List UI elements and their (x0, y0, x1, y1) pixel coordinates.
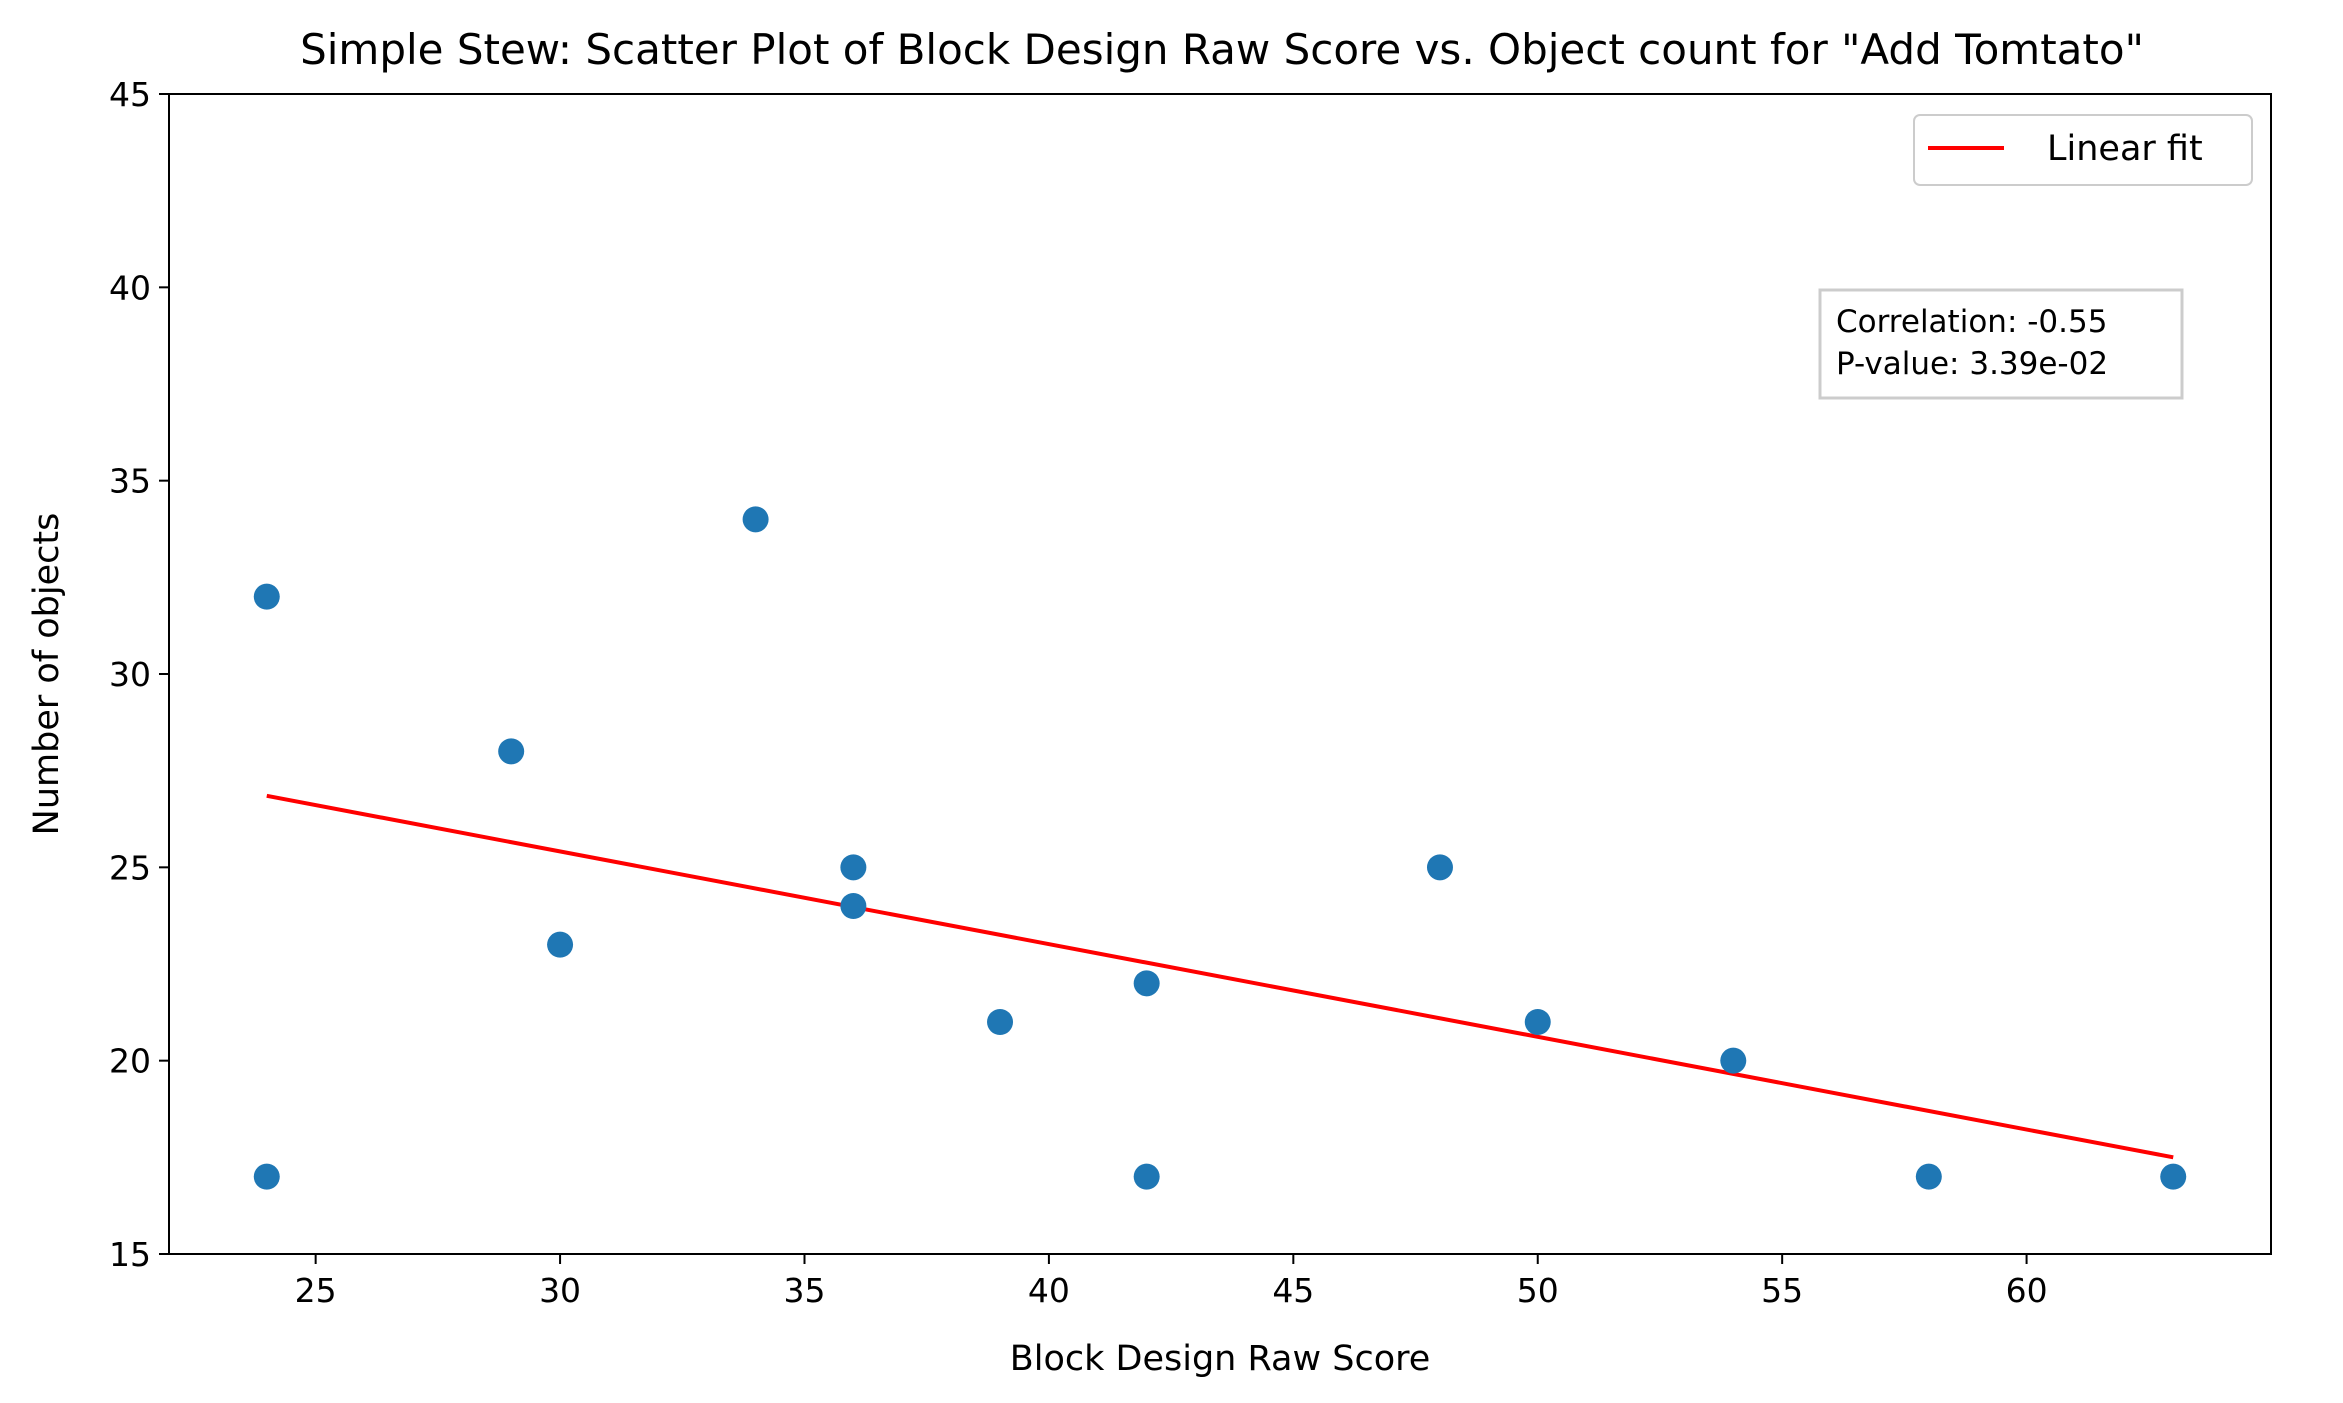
points-layer (253, 506, 2187, 1190)
chart-title: Simple Stew: Scatter Plot of Block Desig… (300, 25, 2144, 74)
x-axis-ticks: 25 30 35 40 45 50 55 60 (295, 1254, 2048, 1310)
y-tick-label-40: 40 (109, 268, 151, 307)
data-point-1 (253, 1163, 280, 1190)
data-point-10 (1426, 854, 1453, 881)
y-tick-label-20: 20 (109, 1042, 151, 1081)
data-point-4 (742, 506, 769, 533)
stats-correlation: Correlation: -0.55 (1836, 304, 2107, 340)
x-axis-label: Block Design Raw Score (1010, 1339, 1431, 1379)
x-tick-label-45: 45 (1272, 1271, 1314, 1310)
y-axis-label: Number of objects (27, 513, 67, 836)
legend: Linear fit (1913, 114, 2253, 186)
data-point-3 (547, 931, 574, 958)
data-point-8 (1133, 970, 1160, 997)
y-tick-label-25: 25 (109, 848, 151, 887)
x-tick-label-55: 55 (1761, 1271, 1803, 1310)
y-tick-label-15: 15 (109, 1235, 151, 1274)
legend-box (1913, 114, 2253, 186)
linear-fit-line (266, 793, 2174, 1160)
y-tick-label-30: 30 (109, 655, 151, 694)
data-point-7 (987, 1009, 1014, 1035)
legend-entry-linear-fit: Linear fit (2047, 129, 2203, 169)
data-point-13 (1915, 1163, 1942, 1190)
x-tick-label-50: 50 (1517, 1271, 1559, 1310)
y-tick-label-35: 35 (109, 462, 151, 501)
data-point-12 (1720, 1047, 1747, 1074)
data-point-9 (1133, 1163, 1160, 1190)
data-point-6 (840, 893, 867, 919)
plot-background (169, 94, 2271, 1254)
x-tick-label-40: 40 (1028, 1271, 1070, 1310)
stats-box (1818, 288, 2184, 400)
x-tick-label-30: 30 (539, 1271, 581, 1310)
data-point-14 (2160, 1163, 2187, 1190)
x-tick-label-25: 25 (295, 1271, 337, 1310)
y-axis-ticks: 15 20 25 30 35 40 45 (109, 75, 169, 1274)
data-point-11 (1524, 1009, 1551, 1035)
y-tick-label-45: 45 (109, 75, 151, 114)
x-tick-label-35: 35 (783, 1271, 825, 1310)
plot-area (168, 93, 2272, 1255)
data-point-2 (498, 738, 525, 765)
stats-annotation: Correlation: -0.55 P-value: 3.39e-02 (1818, 288, 2184, 400)
stats-p-value: P-value: 3.39e-02 (1836, 346, 2108, 382)
x-tick-label-60: 60 (2006, 1271, 2048, 1310)
fit-line-layer (266, 793, 2174, 1160)
data-point-0 (253, 583, 280, 610)
data-point-5 (840, 854, 867, 881)
